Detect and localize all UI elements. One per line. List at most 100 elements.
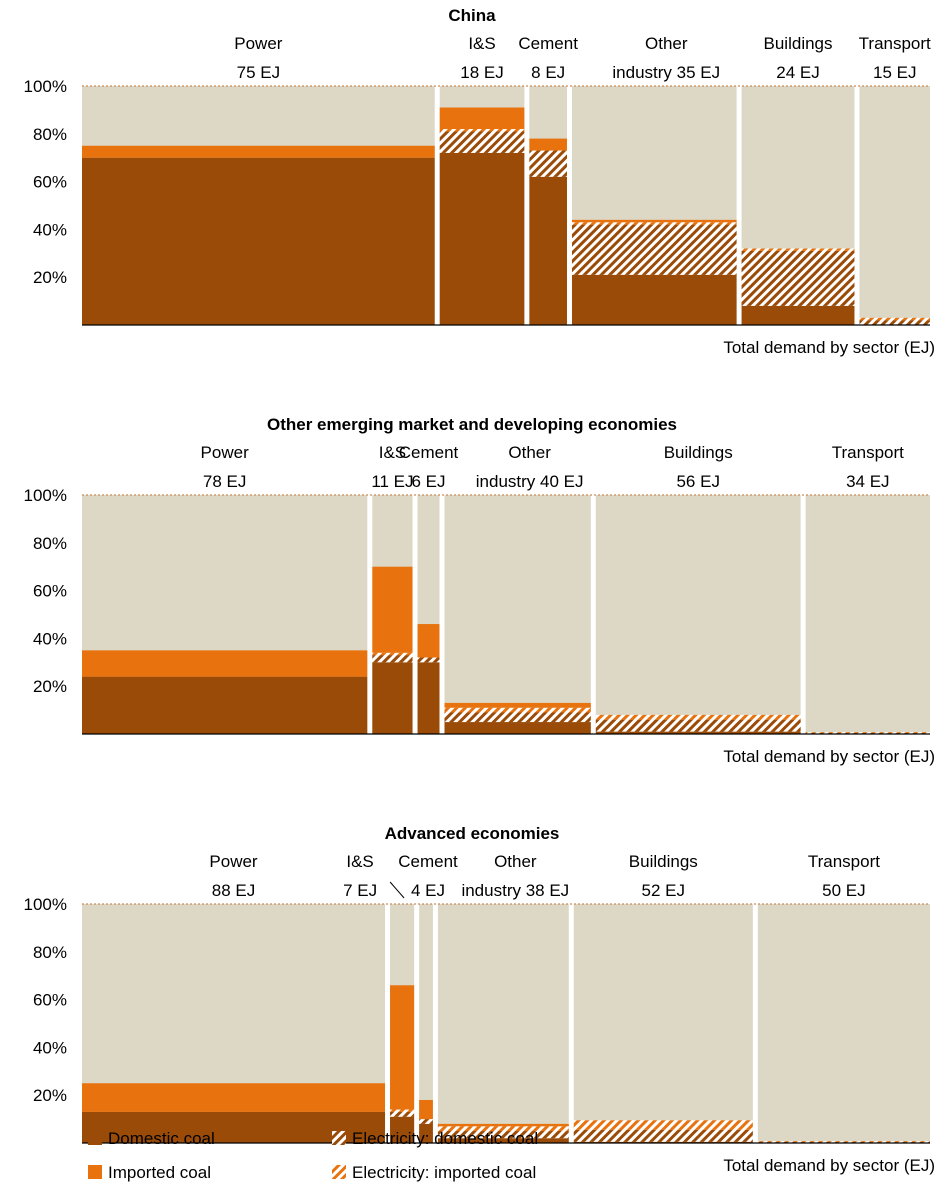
category-label: Cement xyxy=(399,443,459,462)
category-label: industry 35 EJ xyxy=(612,63,720,82)
bar-transport xyxy=(805,495,930,734)
bar-segment-imported-coal xyxy=(417,624,440,658)
bar-segment-imported-coal xyxy=(571,219,737,223)
bar-i-s xyxy=(372,495,413,734)
bar-segment-electricity-imported-coal xyxy=(439,129,525,132)
category-label: I&S xyxy=(379,443,406,462)
bar-segment-electricity-imported-coal xyxy=(805,732,930,733)
bar-segment-imported-coal xyxy=(82,650,368,677)
category-label: Power xyxy=(201,443,250,462)
category-label: Buildings xyxy=(764,34,833,53)
category-label: 7 EJ xyxy=(343,881,377,900)
y-tick-label: 20% xyxy=(33,677,67,696)
panel-other-emerging-market-and-developing-economies: Other emerging market and developing eco… xyxy=(24,415,935,766)
category-label: 52 EJ xyxy=(642,881,685,900)
y-tick-label: 80% xyxy=(33,534,67,553)
bar-remainder xyxy=(444,495,591,734)
legend-label: Electricity: imported coal xyxy=(352,1163,536,1182)
legend-label: Imported coal xyxy=(108,1163,211,1182)
bar-segment-electricity-domestic-coal xyxy=(595,719,801,732)
legend-item-imported-coal: Imported coal xyxy=(88,1163,211,1182)
bar-segment-imported-coal xyxy=(82,1083,386,1112)
category-label: I&S xyxy=(468,34,495,53)
bar-segment-domestic-coal xyxy=(529,176,567,325)
bar-segment-domestic-coal xyxy=(419,1123,433,1143)
bar-segment-domestic-coal xyxy=(439,152,525,325)
category-label: 24 EJ xyxy=(776,63,819,82)
category-label: 88 EJ xyxy=(212,881,255,900)
y-tick-label: 100% xyxy=(24,486,67,505)
bar-power xyxy=(82,904,386,1143)
category-label: 50 EJ xyxy=(822,881,865,900)
bar-other-industry xyxy=(437,904,569,1143)
category-label: 4 EJ xyxy=(411,881,445,900)
legend: Domestic coal Electricity: domestic coal I… xyxy=(88,1129,538,1182)
category-label: industry 40 EJ xyxy=(476,472,584,491)
bar-segment-electricity-imported-coal xyxy=(859,317,930,321)
category-label: I&S xyxy=(346,852,373,871)
category-label: 11 EJ xyxy=(371,472,413,491)
category-label: Cement xyxy=(518,34,578,53)
bar-i-s xyxy=(439,86,525,325)
x-axis-label: Total demand by sector (EJ) xyxy=(723,1156,935,1175)
bar-segment-domestic-coal xyxy=(595,731,801,734)
y-tick-label: 60% xyxy=(33,582,67,601)
y-tick-label: 80% xyxy=(33,125,67,144)
legend-item-domestic-coal: Domestic coal xyxy=(88,1129,215,1148)
category-label: Transport xyxy=(808,852,880,871)
bar-cement xyxy=(419,904,433,1143)
legend-label: Electricity: domestic coal xyxy=(352,1129,538,1148)
panel-title: China xyxy=(448,6,496,25)
bar-i-s xyxy=(390,904,415,1143)
panel-title: Other emerging market and developing eco… xyxy=(267,415,677,434)
bar-segment-imported-coal xyxy=(82,145,435,158)
bar-segment-electricity-domestic-coal xyxy=(439,131,525,153)
bar-power xyxy=(82,86,435,325)
category-label: 34 EJ xyxy=(846,472,889,491)
bar-segment-domestic-coal xyxy=(82,157,435,325)
bar-segment-domestic-coal xyxy=(437,1138,569,1143)
bar-segment-electricity-domestic-coal xyxy=(571,224,737,275)
bar-remainder xyxy=(573,904,753,1143)
bar-segment-electricity-domestic-coal xyxy=(573,1129,753,1142)
bar-segment-domestic-coal xyxy=(372,662,413,734)
bars xyxy=(82,904,930,1143)
bar-segment-domestic-coal xyxy=(417,662,440,734)
bar-power xyxy=(82,495,368,734)
bar-buildings xyxy=(741,86,855,325)
legend-swatch xyxy=(88,1165,102,1179)
category-label: 15 EJ xyxy=(873,63,916,82)
y-tick-label: 80% xyxy=(33,943,67,962)
bar-segment-electricity-domestic-coal xyxy=(529,150,567,177)
y-tick-label: 40% xyxy=(33,629,67,648)
panel-china: China 20% 40% 60% 80% 100% Power 75 EJ I&S 18 EJ C… xyxy=(24,6,935,357)
category-label: 18 EJ xyxy=(460,63,503,82)
bar-buildings xyxy=(573,904,753,1143)
bar-transport xyxy=(859,86,930,325)
legend-label: Domestic coal xyxy=(108,1129,215,1148)
category-label: Transport xyxy=(859,34,931,53)
bar-segment-imported-coal xyxy=(444,702,591,708)
y-tick-label: 40% xyxy=(33,1038,67,1057)
category-label: 8 EJ xyxy=(531,63,565,82)
bar-cement xyxy=(417,495,440,734)
bar-cement xyxy=(529,86,567,325)
bar-remainder xyxy=(859,86,930,325)
legend-item-electricity-domestic-coal: Electricity: domestic coal xyxy=(332,1129,538,1148)
y-tick-label: 60% xyxy=(33,991,67,1010)
bar-segment-electricity-domestic-coal xyxy=(419,1119,433,1124)
bar-segment-electricity-imported-coal xyxy=(372,652,413,656)
bars xyxy=(82,86,930,325)
category-label: Other xyxy=(508,443,551,462)
legend-swatch xyxy=(332,1165,346,1179)
category-label: Power xyxy=(209,852,258,871)
bar-remainder xyxy=(757,904,930,1143)
bars xyxy=(82,495,930,734)
bar-other-industry xyxy=(571,86,737,325)
bar-remainder xyxy=(437,904,569,1143)
panel-advanced-economies: Advanced economies 20% 40% 60% 80% 100% Power 8… xyxy=(24,824,935,1175)
bar-segment-imported-coal xyxy=(439,107,525,130)
bar-segment-electricity-domestic-coal xyxy=(437,1131,569,1139)
bar-segment-electricity-imported-coal xyxy=(437,1126,569,1132)
